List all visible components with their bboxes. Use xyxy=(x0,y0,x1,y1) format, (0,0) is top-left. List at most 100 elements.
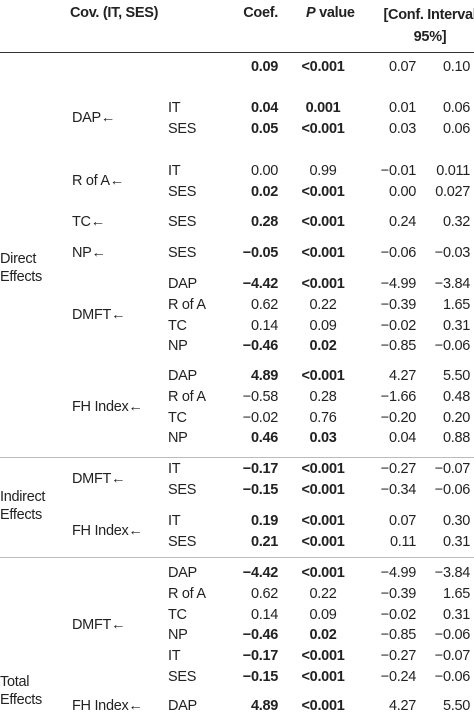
effect-label: Total Effects xyxy=(0,674,42,708)
ci-high: 1.65 xyxy=(442,296,470,313)
ci-high: 0.31 xyxy=(442,317,470,334)
covariate: DAP xyxy=(168,698,197,713)
outcome-label: FH Index← xyxy=(72,698,143,713)
ci-high: −0.07 xyxy=(434,648,471,665)
ci-high: 5.50 xyxy=(442,368,470,384)
ci-high: 0.30 xyxy=(442,513,470,529)
coef: 0.19 xyxy=(250,513,278,529)
outcome-label: DMFT← xyxy=(72,471,126,488)
group-rule xyxy=(0,557,474,558)
ci-low: 0.04 xyxy=(388,430,416,447)
ci-low: −0.20 xyxy=(380,409,417,426)
ci-low: −0.39 xyxy=(380,296,417,313)
covariate: TC xyxy=(168,606,187,623)
ci-high: 5.50 xyxy=(442,698,470,713)
covariate: TC xyxy=(168,317,187,334)
p-value: 0.09 xyxy=(309,606,337,623)
header-rule xyxy=(0,52,474,53)
covariate: DAP xyxy=(168,368,197,384)
coef: −0.15 xyxy=(242,669,279,685)
group-rule xyxy=(0,457,474,458)
ci-high: −0.06 xyxy=(434,338,471,355)
covariate: R of A xyxy=(168,296,206,313)
ci-high: 1.65 xyxy=(442,585,470,602)
header-cov: Cov. (IT, SES) xyxy=(70,5,159,21)
covariate: NP xyxy=(168,627,188,644)
outcome-label: R of A← xyxy=(72,173,124,190)
ci-low: −4.99 xyxy=(380,276,417,292)
p-value: <0.001 xyxy=(301,698,345,713)
ci-low: −0.01 xyxy=(380,163,417,179)
coef: 4.89 xyxy=(250,698,278,713)
coef: 0.05 xyxy=(250,120,278,137)
covariate: IT xyxy=(168,163,181,179)
ci-high: 0.31 xyxy=(442,606,470,623)
coef: −0.17 xyxy=(242,648,279,665)
covariate: SES xyxy=(168,533,197,550)
outcome-label: NP← xyxy=(72,245,106,261)
covariate: IT xyxy=(168,513,181,529)
coef: 0.14 xyxy=(250,317,278,334)
outcome-label: FH Index← xyxy=(72,523,143,540)
coef: −0.05 xyxy=(242,245,279,261)
p-value: <0.001 xyxy=(301,59,345,75)
covariate: SES xyxy=(168,183,197,200)
p-value: <0.001 xyxy=(301,214,345,230)
p-value: 0.02 xyxy=(309,338,337,355)
coef: −0.46 xyxy=(242,627,279,644)
coef: 0.21 xyxy=(250,533,278,550)
p-value: 0.03 xyxy=(309,430,337,447)
ci-low: 0.03 xyxy=(388,120,416,137)
ci-high: −0.07 xyxy=(434,461,471,477)
ci-high: −3.84 xyxy=(434,565,471,581)
outcome-label: DAP← xyxy=(72,110,116,127)
outcome-label: TC← xyxy=(72,214,105,230)
ci-low: −0.39 xyxy=(380,585,417,602)
covariate: SES xyxy=(168,214,197,230)
ci-high: 0.011 xyxy=(436,163,470,179)
covariate: SES xyxy=(168,669,197,685)
coef: 0.02 xyxy=(250,183,278,200)
covariate: IT xyxy=(168,461,181,477)
ci-high: −3.84 xyxy=(434,276,471,292)
ci-low: −1.66 xyxy=(380,388,417,405)
coef: 4.89 xyxy=(250,368,278,384)
p-value: <0.001 xyxy=(301,245,345,261)
coef: −0.58 xyxy=(242,388,279,405)
coef: −4.42 xyxy=(242,565,279,581)
ci-low: −0.06 xyxy=(380,245,417,261)
ci-low: −0.27 xyxy=(380,648,417,665)
ci-low: −0.24 xyxy=(380,669,417,685)
p-value: <0.001 xyxy=(301,669,345,685)
p-value: <0.001 xyxy=(301,648,345,665)
p-value: 0.76 xyxy=(309,409,337,426)
covariate: SES xyxy=(168,245,197,261)
ci-high: −0.06 xyxy=(434,669,471,685)
header-p: P value xyxy=(306,4,355,22)
coef: −4.42 xyxy=(242,276,279,292)
ci-low: −0.02 xyxy=(380,317,417,334)
ci-high: 0.10 xyxy=(442,59,470,75)
ci-high: 0.88 xyxy=(442,430,470,447)
covariate: NP xyxy=(168,338,188,355)
p-value: <0.001 xyxy=(301,120,345,137)
outcome-label: DMFT← xyxy=(72,307,126,324)
covariate: R of A xyxy=(168,388,206,405)
coef: 0.62 xyxy=(250,585,278,602)
p-value: 0.22 xyxy=(309,585,337,602)
ci-low: −0.85 xyxy=(380,338,417,355)
header-ci: [Conf. Interval 95%] xyxy=(383,7,474,45)
effect-label: Direct Effects xyxy=(0,251,42,285)
ci-high: −0.06 xyxy=(434,627,471,644)
ci-high: 0.06 xyxy=(442,120,470,137)
covariate: DAP xyxy=(168,565,197,581)
p-symbol: P xyxy=(306,5,316,21)
ci-high: −0.03 xyxy=(434,245,471,261)
covariate: NP xyxy=(168,430,188,447)
covariate: TC xyxy=(168,409,187,426)
p-value: <0.001 xyxy=(301,565,345,581)
coef: −0.15 xyxy=(242,481,279,498)
covariate: DAP xyxy=(168,276,197,292)
ci-low: 4.27 xyxy=(388,368,416,384)
coef: 0.14 xyxy=(250,606,278,623)
